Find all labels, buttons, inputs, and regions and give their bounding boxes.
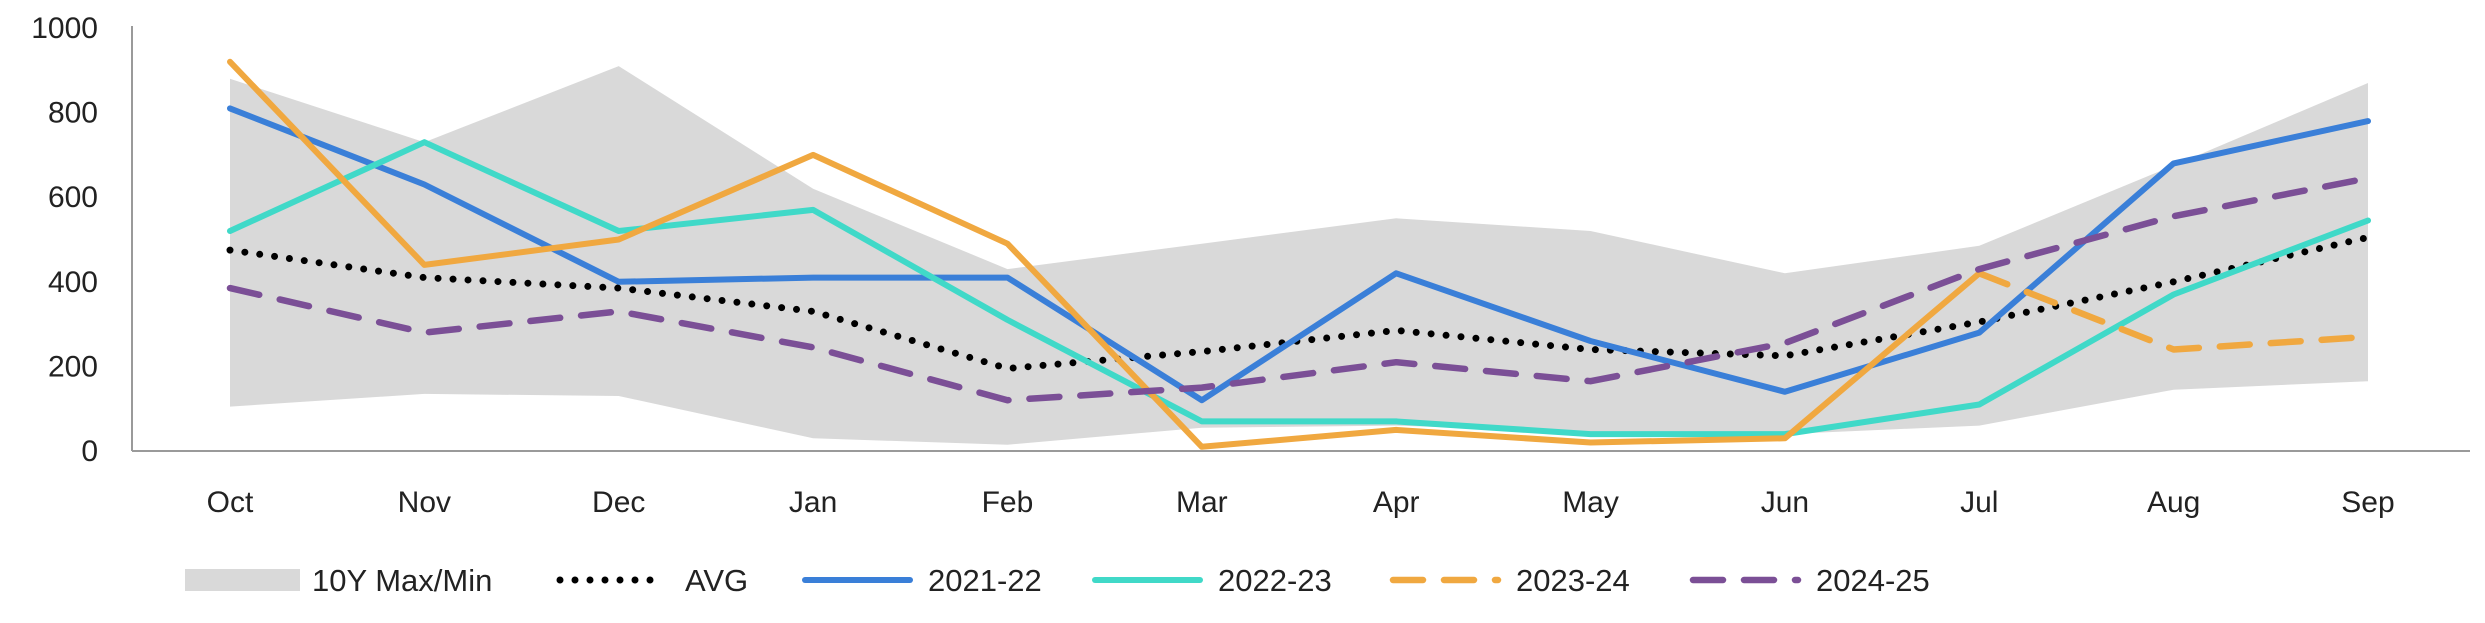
series-lines (226, 58, 2372, 450)
series-line-2021-22 (227, 105, 2371, 404)
y-tick-label: 200 (48, 350, 98, 383)
legend-2022-23-label: 2022-23 (1218, 563, 1332, 598)
series-line-2023-24-part-2 (1976, 270, 2372, 353)
x-axis-tick-labels: Oct Nov Dec Jan Feb Mar Apr May Jun Jul Aug Sep (207, 486, 2395, 519)
legend-2024-25-label: 2024-25 (1816, 563, 1930, 598)
ten-year-max-min-band (230, 66, 2368, 445)
legend: 10Y Max/Min AVG 2021-22 2022-23 2023-24 2024-… (185, 563, 1930, 598)
x-tick-label-apr: Apr (1373, 486, 1420, 519)
y-tick-label: 600 (48, 181, 98, 214)
y-tick-label: 1000 (31, 12, 98, 45)
x-tick-label-aug: Aug (2147, 486, 2200, 519)
series-line-2024-25 (226, 174, 2372, 404)
x-tick-label-jul: Jul (1960, 486, 1998, 519)
y-tick-label: 800 (48, 97, 98, 130)
x-tick-label-oct: Oct (207, 486, 254, 519)
x-tick-label-sep: Sep (2341, 486, 2394, 519)
legend-10y-max-min-swatch (185, 569, 300, 591)
ten-year-range-band-layer (230, 66, 2368, 445)
series-line-2023-24-part-1 (227, 58, 1983, 450)
x-tick-label-jun: Jun (1761, 486, 1809, 519)
legend-2021-22-label: 2021-22 (928, 563, 1042, 598)
legend-10y-max-min-label: 10Y Max/Min (312, 563, 492, 598)
x-tick-label-mar: Mar (1176, 486, 1228, 519)
y-tick-label: 0 (81, 435, 98, 468)
axes (131, 26, 2470, 452)
y-axis-tick-labels: 0 200 400 600 800 1000 (31, 12, 98, 468)
x-tick-label-may: May (1562, 486, 1619, 519)
x-tick-label-feb: Feb (982, 486, 1034, 519)
x-tick-label-jan: Jan (789, 486, 837, 519)
x-tick-label-nov: Nov (398, 486, 451, 519)
series-line-avg (226, 233, 2372, 372)
legend-avg-label: AVG (685, 563, 748, 598)
x-tick-label-dec: Dec (592, 486, 645, 519)
series-line-2022-23 (227, 139, 2371, 438)
legend-2023-24-label: 2023-24 (1516, 563, 1630, 598)
y-tick-label: 400 (48, 266, 98, 299)
